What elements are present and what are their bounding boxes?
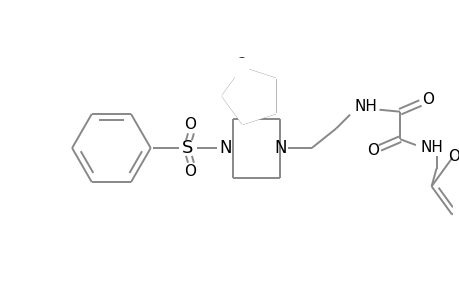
- Text: N: N: [218, 139, 231, 157]
- Text: NH: NH: [353, 99, 376, 114]
- Text: NH: NH: [419, 140, 442, 154]
- Text: O: O: [234, 56, 246, 71]
- Bar: [228, 58, 247, 76]
- Text: O: O: [184, 164, 196, 179]
- Text: O: O: [447, 149, 459, 164]
- Text: O: O: [366, 143, 378, 158]
- Text: N: N: [274, 139, 286, 157]
- Polygon shape: [222, 68, 275, 124]
- Text: O: O: [184, 117, 196, 132]
- Text: O: O: [421, 92, 433, 107]
- Text: S: S: [182, 139, 193, 157]
